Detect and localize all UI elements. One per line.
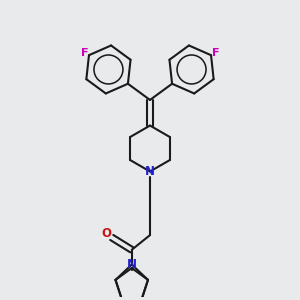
Text: N: N bbox=[127, 258, 137, 271]
Text: F: F bbox=[212, 48, 219, 58]
Text: N: N bbox=[145, 165, 155, 178]
Text: O: O bbox=[101, 227, 111, 240]
Text: F: F bbox=[81, 48, 88, 58]
